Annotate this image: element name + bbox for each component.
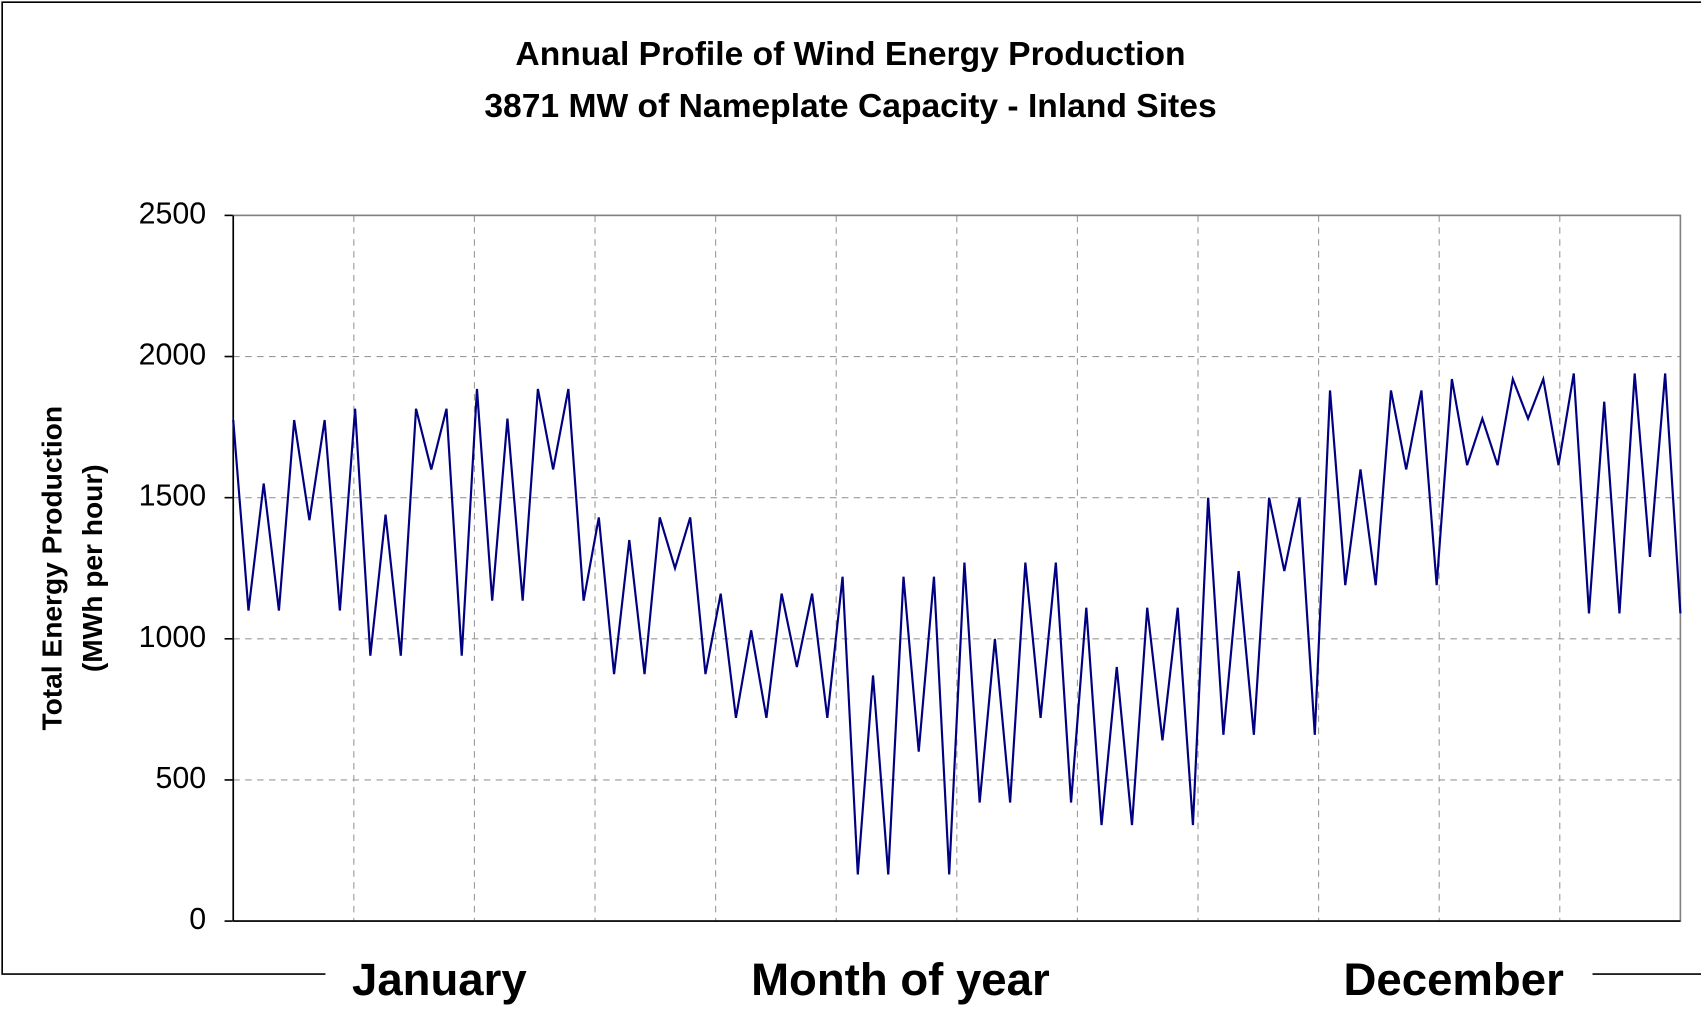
y-axis-label-line: (MWh per hour) [76, 464, 108, 672]
y-tick-label: 0 [189, 903, 206, 936]
data-line [232, 373, 1682, 875]
y-axis-label: Total Energy Production (MWh per hour) [36, 406, 108, 730]
annotation: December [1344, 954, 1565, 1005]
y-tick-label: 1500 [139, 480, 207, 513]
annotation: January [352, 954, 527, 1005]
frame [1, 1, 1701, 975]
y-tick-label: 1000 [139, 621, 207, 654]
x-axis-label: Month of year [751, 954, 1050, 1005]
y-axis-label-line: Total Energy Production [36, 406, 68, 730]
chart-subtitle: 3871 MW of Nameplate Capacity - Inland S… [484, 88, 1216, 125]
chart-title: Annual Profile of Wind Energy Production [515, 36, 1185, 73]
y-tick-label: 2500 [139, 197, 207, 230]
y-tick-label: 2000 [139, 339, 207, 372]
y-tick-label: 500 [155, 762, 206, 795]
